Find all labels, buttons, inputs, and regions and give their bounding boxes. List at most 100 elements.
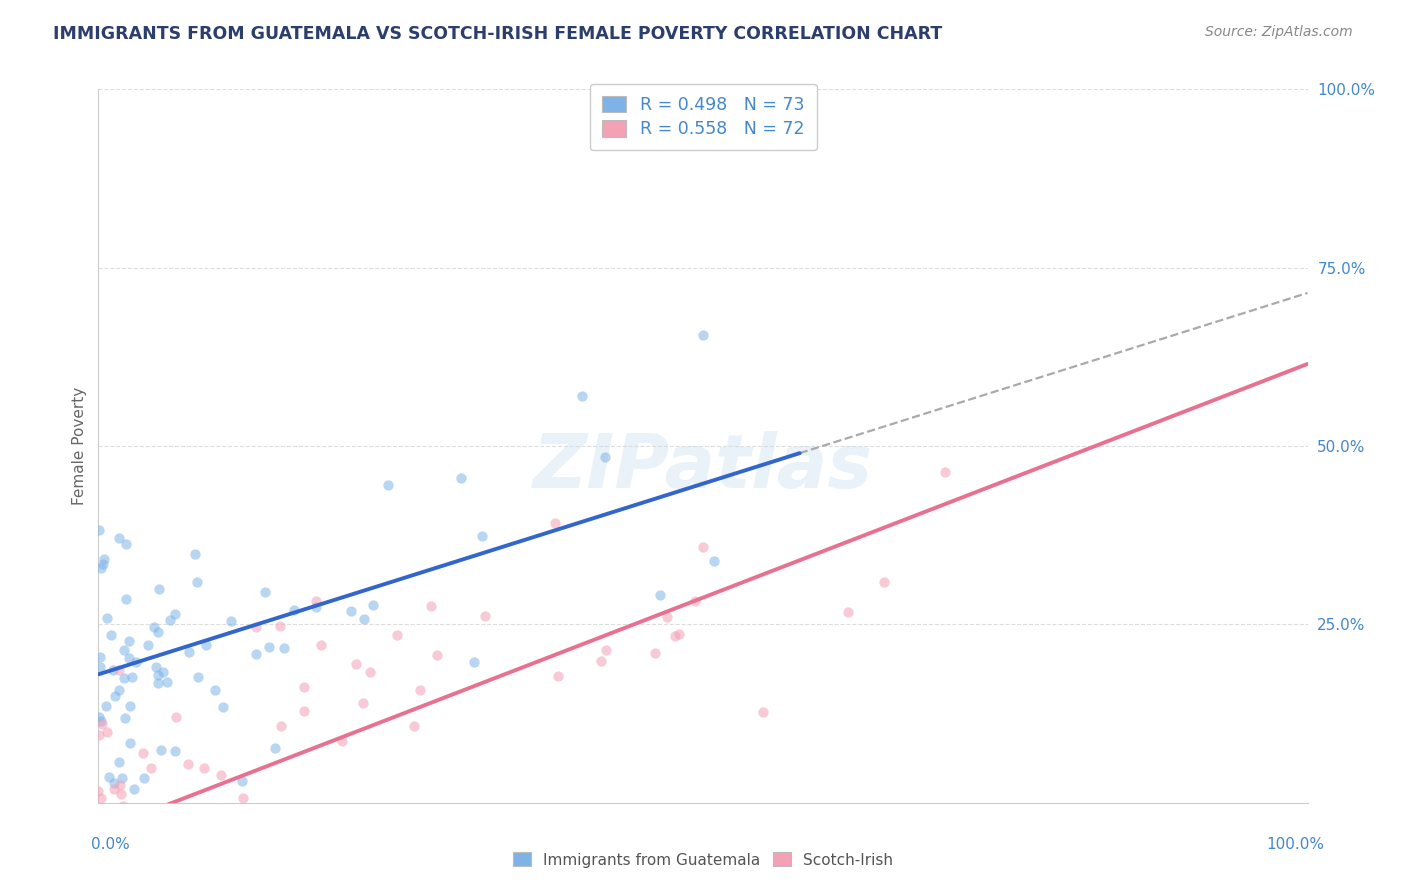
Point	[110, 853, 132, 867]
Point	[110, 788, 132, 802]
Point	[344, 657, 367, 671]
Point	[668, 627, 690, 641]
Point	[165, 607, 187, 622]
Point	[148, 582, 170, 596]
Point	[90, 791, 112, 805]
Point	[209, 768, 232, 782]
Point	[648, 588, 671, 602]
Point	[595, 643, 617, 657]
Point	[136, 638, 159, 652]
Point	[156, 853, 179, 867]
Point	[165, 709, 187, 723]
Point	[194, 638, 217, 652]
Point	[655, 610, 678, 624]
Point	[873, 574, 896, 589]
Point	[294, 705, 316, 719]
Point	[149, 743, 172, 757]
Point	[124, 655, 146, 669]
Point	[193, 834, 215, 848]
Point	[118, 651, 141, 665]
Point	[283, 603, 305, 617]
Point	[208, 844, 231, 858]
Point	[253, 584, 276, 599]
Point	[219, 615, 242, 629]
Point	[197, 808, 219, 822]
Point	[132, 771, 155, 785]
Point	[212, 700, 235, 714]
Point	[107, 532, 129, 546]
Point	[118, 698, 141, 713]
Point	[361, 598, 384, 612]
Point	[385, 628, 408, 642]
Point	[115, 853, 138, 867]
Point	[97, 771, 120, 785]
Point	[593, 450, 616, 465]
Point	[217, 806, 239, 821]
Point	[115, 592, 138, 607]
Point	[139, 761, 162, 775]
Point	[359, 665, 381, 680]
Point	[89, 660, 111, 674]
Y-axis label: Female Poverty: Female Poverty	[72, 387, 87, 505]
Point	[152, 665, 174, 679]
Point	[108, 778, 131, 792]
Point	[703, 554, 725, 568]
Point	[692, 328, 714, 343]
Point	[153, 853, 176, 867]
Point	[269, 619, 291, 633]
Point	[307, 810, 329, 824]
Point	[94, 699, 117, 714]
Point	[339, 603, 361, 617]
Point	[231, 774, 253, 789]
Point	[87, 710, 110, 724]
Point	[692, 540, 714, 554]
Text: IMMIGRANTS FROM GUATEMALA VS SCOTCH-IRISH FEMALE POVERTY CORRELATION CHART: IMMIGRANTS FROM GUATEMALA VS SCOTCH-IRIS…	[53, 25, 942, 43]
Legend: Immigrants from Guatemala, Scotch-Irish: Immigrants from Guatemala, Scotch-Irish	[506, 847, 900, 873]
Point	[101, 663, 124, 677]
Text: Source: ZipAtlas.com: Source: ZipAtlas.com	[1205, 25, 1353, 39]
Point	[96, 725, 118, 739]
Point	[165, 744, 187, 758]
Point	[543, 516, 565, 530]
Point	[664, 629, 686, 643]
Point	[187, 670, 209, 684]
Point	[108, 755, 131, 769]
Point	[402, 719, 425, 733]
Point	[409, 683, 432, 698]
Point	[142, 619, 165, 633]
Point	[111, 771, 134, 785]
Point	[93, 552, 115, 566]
Point	[420, 599, 443, 614]
Point	[89, 853, 111, 867]
Point	[193, 761, 215, 775]
Point	[90, 560, 112, 574]
Point	[450, 470, 472, 484]
Point	[148, 803, 170, 817]
Point	[148, 624, 170, 639]
Point	[377, 478, 399, 492]
Point	[644, 647, 666, 661]
Point	[155, 675, 177, 690]
Point	[305, 593, 328, 607]
Point	[114, 711, 136, 725]
Point	[685, 593, 707, 607]
Point	[270, 719, 292, 733]
Point	[352, 697, 374, 711]
Point	[131, 746, 153, 760]
Point	[177, 757, 200, 772]
Point	[184, 547, 207, 561]
Point	[155, 836, 177, 850]
Point	[184, 842, 207, 856]
Point	[121, 669, 143, 683]
Text: ZIPatlas: ZIPatlas	[533, 431, 873, 504]
Point	[118, 634, 141, 648]
Point	[232, 791, 254, 805]
Point	[101, 853, 124, 867]
Point	[110, 826, 132, 840]
Point	[112, 672, 135, 686]
Point	[186, 574, 208, 589]
Point	[104, 810, 127, 824]
Point	[426, 648, 449, 662]
Point	[463, 656, 485, 670]
Point	[159, 799, 181, 814]
